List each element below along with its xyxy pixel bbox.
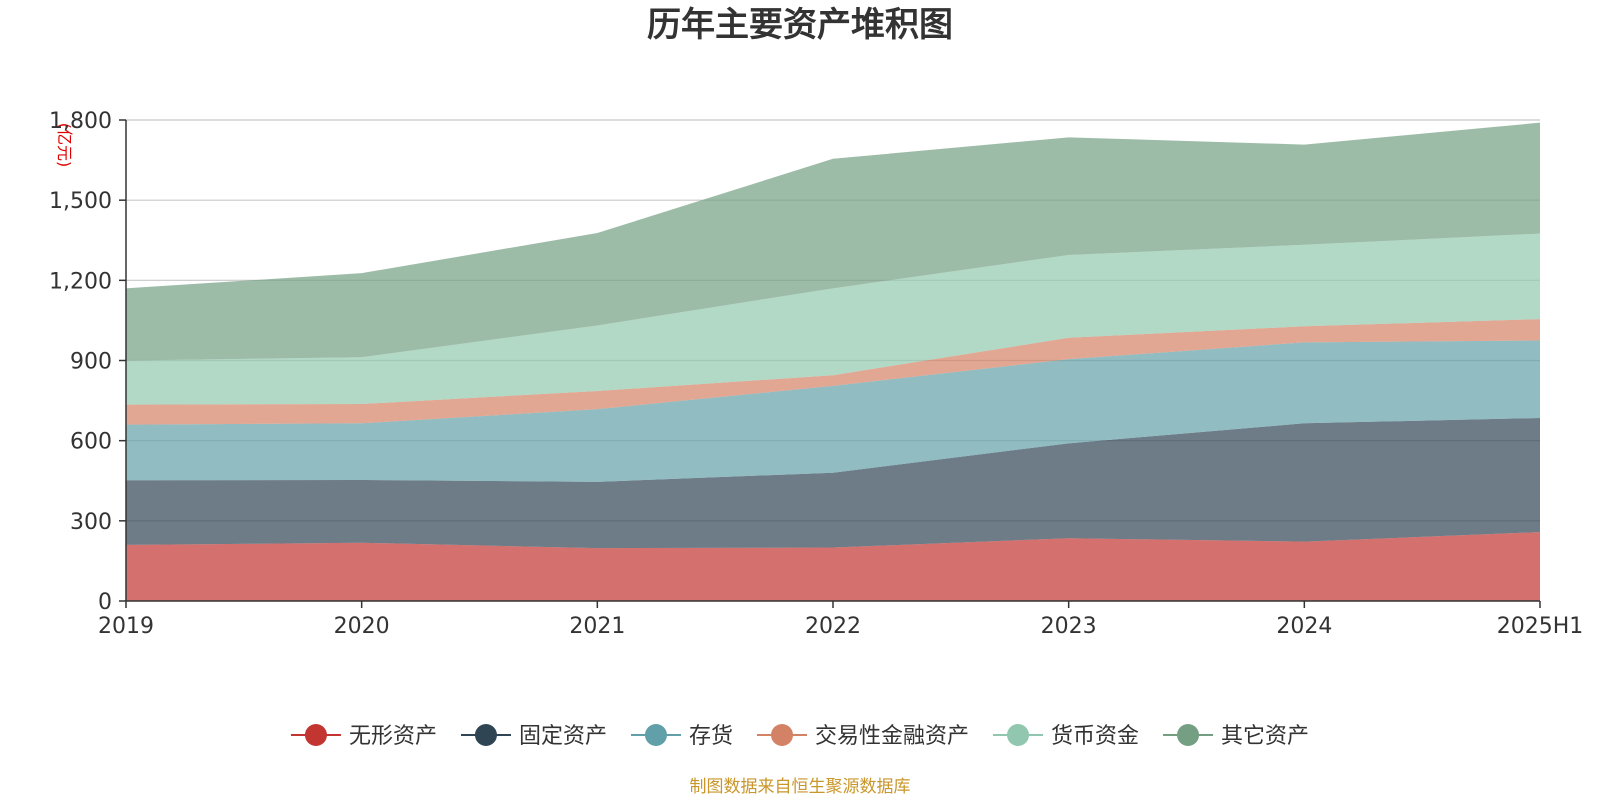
legend-marker-4 (1007, 724, 1030, 746)
legend-label-3: 交易性金融资产 (815, 724, 969, 749)
x-tick-label-2: 2021 (569, 614, 625, 639)
area-series-0 (126, 532, 1540, 601)
area-series-4 (126, 233, 1540, 405)
source-note: 制图数据来自恒生聚源数据库 (690, 777, 911, 797)
legend-marker-1 (474, 724, 497, 746)
legend-item-1[interactable]: 固定资产 (460, 724, 607, 749)
chart-title: 历年主要资产堆积图 (647, 5, 953, 45)
y-tick-label-1: 300 (70, 510, 112, 535)
legend-label-4: 货币资金 (1051, 724, 1139, 749)
x-tick-label-1: 2020 (334, 614, 390, 639)
x-tick-label-6: 2025H1 (1497, 614, 1584, 639)
legend-item-3[interactable]: 交易性金融资产 (757, 724, 969, 749)
legend-marker-0 (304, 724, 327, 746)
x-tick-label-4: 2023 (1041, 614, 1097, 639)
legend-marker-3 (771, 724, 793, 746)
area-series-3 (126, 319, 1540, 425)
x-tick-label-0: 2019 (98, 614, 154, 639)
area-layer (126, 122, 1540, 601)
y-tick-label-0: 0 (98, 590, 112, 615)
y-tick-label-2: 600 (70, 430, 112, 455)
legend-item-2[interactable]: 存货 (630, 724, 733, 749)
y-tick-label-5: 1,500 (49, 189, 112, 214)
area-series-2 (126, 340, 1540, 482)
legend-marker-5 (1177, 724, 1200, 746)
legend-marker-2 (644, 724, 667, 746)
y-axis-unit-label: (亿元) (55, 123, 74, 168)
legend-label-1: 固定资产 (519, 724, 607, 749)
legend-label-0: 无形资产 (349, 724, 437, 749)
y-tick-label-6: 1,800 (49, 109, 112, 134)
legend-item-5[interactable]: 其它资产 (1163, 724, 1309, 749)
area-series-5 (126, 122, 1540, 361)
legend-item-0[interactable]: 无形资产 (290, 724, 437, 749)
x-tick-label-5: 2024 (1276, 614, 1332, 639)
legend-item-4[interactable]: 货币资金 (993, 724, 1139, 749)
y-tick-label-3: 900 (70, 350, 112, 375)
legend-label-5: 其它资产 (1221, 724, 1309, 749)
x-tick-label-3: 2022 (805, 614, 861, 639)
area-series-1 (126, 417, 1540, 549)
legend-label-2: 存货 (689, 724, 733, 749)
legend: 无形资产 固定资产 存货 交易性金融资产 货币资金 其它资产 (290, 724, 1309, 749)
axis-layer: 0 300 600 900 1,200 1,500 1,800 2019 2020 2021 202… (49, 109, 1583, 639)
y-tick-label-4: 1,200 (49, 269, 112, 294)
